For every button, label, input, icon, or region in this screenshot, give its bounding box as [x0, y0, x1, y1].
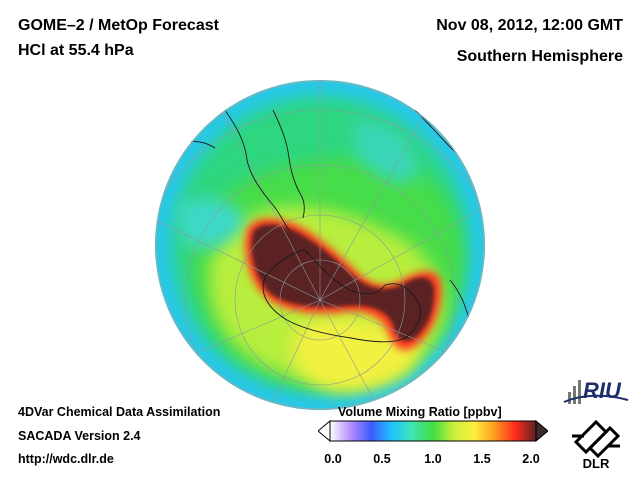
map-region: Southern Hemisphere [457, 47, 623, 67]
riu-bar-1 [568, 392, 571, 404]
map-date: Nov 08, 2012, 12:00 GMT [436, 16, 623, 36]
colorbar [318, 420, 548, 442]
colorbar-tick: 0.0 [324, 451, 341, 467]
colorbar-gradient [330, 421, 536, 441]
colorbar-tick: 2.0 [522, 451, 539, 467]
polar-globe-map [155, 80, 485, 410]
colorbar-min-arrow [318, 421, 330, 441]
footer-line-1: 4DVar Chemical Data Assimilation [18, 404, 220, 420]
dlr-logo: DLR [562, 412, 630, 472]
dlr-emblem [572, 422, 620, 456]
map-title: GOME–2 / MetOp Forecast [18, 16, 219, 36]
colorbar-tick: 1.5 [473, 451, 490, 467]
footer-url: http://wdc.dlr.de [18, 451, 114, 467]
footer-line-2: SACADA Version 2.4 [18, 428, 141, 444]
dlr-logo-text: DLR [583, 456, 610, 471]
colorbar-tick: 0.5 [373, 451, 390, 467]
colorbar-tick: 1.0 [424, 451, 441, 467]
colorbar-title: Volume Mixing Ratio [ppbv] [338, 404, 502, 420]
riu-logo: RIU [562, 372, 630, 406]
riu-logo-text: RIU [583, 378, 622, 403]
riu-bar-3 [578, 380, 581, 404]
map-subtitle: HCl at 55.4 hPa [18, 41, 134, 61]
riu-bar-2 [573, 386, 576, 404]
colorbar-max-arrow [536, 421, 548, 441]
